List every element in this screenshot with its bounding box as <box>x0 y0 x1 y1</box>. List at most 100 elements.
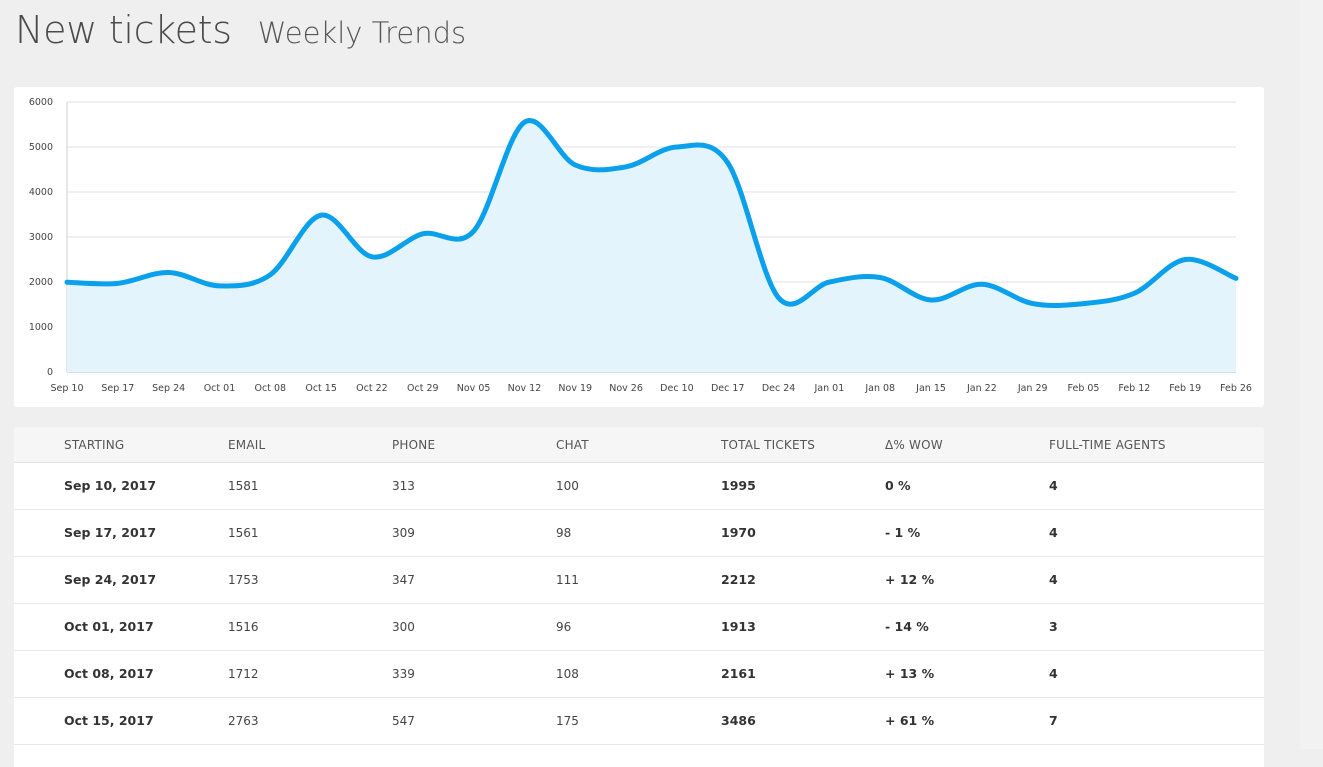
x-tick-label: Jan 29 <box>1017 383 1048 394</box>
data-point <box>217 284 221 288</box>
data-point <box>1132 291 1136 295</box>
x-tick-label: Dec 17 <box>711 383 745 394</box>
cell-phone: 313 <box>392 479 415 493</box>
column-header-starting[interactable]: STARTING <box>64 438 125 452</box>
cell-phone: 300 <box>392 620 415 634</box>
cell-total-tickets: 3486 <box>721 713 756 728</box>
page-subtitle: Weekly Trends <box>257 16 467 50</box>
cell-phone: 309 <box>392 526 415 540</box>
cell-wow-change: + 13 % <box>885 666 935 681</box>
x-tick-label: Dec 10 <box>660 383 694 394</box>
table-header-row: STARTING EMAIL PHONE CHAT TOTAL TICKETS … <box>14 427 1264 463</box>
table-row[interactable]: Sep 17, 2017 1561 309 98 1970 - 1 % 4 <box>14 510 1264 557</box>
data-point <box>573 163 577 167</box>
x-tick-label: Nov 19 <box>558 383 592 394</box>
cell-wow-change: - 14 % <box>885 619 929 634</box>
cell-wow-change: + 61 % <box>885 713 935 728</box>
data-point <box>65 280 69 284</box>
data-point <box>167 270 171 274</box>
cell-email: 1561 <box>228 526 259 540</box>
table-row[interactable]: Sep 10, 2017 1581 313 100 1995 0 % 4 <box>14 463 1264 510</box>
x-tick-label: Jan 15 <box>915 383 946 394</box>
cell-chat: 175 <box>556 714 579 728</box>
data-point <box>421 232 425 236</box>
cell-starting: Oct 01, 2017 <box>64 619 154 634</box>
cell-full-time-agents: 4 <box>1049 666 1058 681</box>
cell-starting: Oct 08, 2017 <box>64 666 154 681</box>
x-tick-label: Sep 10 <box>50 383 83 394</box>
x-tick-label: Sep 24 <box>152 383 185 394</box>
area-fill <box>67 120 1236 373</box>
x-tick-label: Nov 26 <box>609 383 643 394</box>
data-point <box>370 255 374 259</box>
cell-wow-change: - 1 % <box>885 525 921 540</box>
weekly-trend-chart: 0 1000 2000 3000 4000 5000 6000 Sep 10 Sep 17 Sep… <box>29 97 1252 394</box>
table-row[interactable]: Oct 15, 2017 2763 547 175 3486 + 61 % 7 <box>14 698 1264 745</box>
data-point <box>1183 258 1187 262</box>
y-tick-label: 0 <box>47 367 53 378</box>
x-tick-label: Oct 22 <box>356 383 388 394</box>
cell-chat: 111 <box>556 573 579 587</box>
data-point <box>472 229 476 233</box>
table-row[interactable]: Sep 24, 2017 1753 347 111 2212 + 12 % 4 <box>14 557 1264 604</box>
cell-email: 1581 <box>228 479 259 493</box>
table-row[interactable]: Oct 08, 2017 1712 339 108 2161 + 13 % 4 <box>14 651 1264 698</box>
cell-phone: 339 <box>392 667 415 681</box>
cell-phone: 347 <box>392 573 415 587</box>
cell-total-tickets: 1970 <box>721 525 756 540</box>
y-tick-label: 1000 <box>29 322 53 333</box>
column-header-total-tickets[interactable]: TOTAL TICKETS <box>721 438 816 452</box>
data-point <box>268 273 272 277</box>
cell-email: 1516 <box>228 620 259 634</box>
x-tick-label: Feb 19 <box>1169 383 1201 394</box>
x-tick-label: Jan 08 <box>864 383 895 394</box>
cell-starting: Sep 10, 2017 <box>64 478 157 493</box>
x-tick-label: Oct 29 <box>407 383 439 394</box>
cell-full-time-agents: 3 <box>1049 619 1058 634</box>
table-row[interactable]: Oct 01, 2017 1516 300 96 1913 - 14 % 3 <box>14 604 1264 651</box>
trend-chart-card: 0 1000 2000 3000 4000 5000 6000 Sep 10 Sep 17 Sep… <box>14 87 1264 407</box>
column-header-full-time-agents[interactable]: FULL-TIME AGENTS <box>1049 438 1166 452</box>
y-tick-label: 3000 <box>29 232 53 243</box>
column-header-email[interactable]: EMAIL <box>228 438 266 452</box>
data-point <box>1082 302 1086 306</box>
cell-starting: Sep 24, 2017 <box>64 572 157 587</box>
x-tick-label: Oct 01 <box>204 383 236 394</box>
data-point <box>116 281 120 285</box>
x-tick-label: Sep 17 <box>101 383 134 394</box>
cell-chat: 96 <box>556 620 572 634</box>
column-header-phone[interactable]: PHONE <box>392 438 436 452</box>
x-tick-label: Oct 08 <box>255 383 287 394</box>
y-tick-label: 6000 <box>29 97 53 108</box>
cell-full-time-agents: 4 <box>1049 572 1058 587</box>
x-tick-label: Feb 05 <box>1068 383 1100 394</box>
cell-email: 1753 <box>228 573 259 587</box>
cell-chat: 100 <box>556 479 579 493</box>
cell-starting: Sep 17, 2017 <box>64 525 157 540</box>
cell-total-tickets: 2161 <box>721 666 756 681</box>
column-header-wow-change[interactable]: Δ% WOW <box>885 438 943 452</box>
cell-full-time-agents: 7 <box>1049 713 1058 728</box>
cell-total-tickets: 2212 <box>721 572 756 587</box>
data-point <box>980 282 984 286</box>
cell-chat: 98 <box>556 526 572 540</box>
x-tick-label: Nov 05 <box>457 383 491 394</box>
data-point <box>726 161 730 165</box>
data-point <box>319 213 323 217</box>
data-point <box>827 280 831 284</box>
column-header-chat[interactable]: CHAT <box>556 438 589 452</box>
weekly-tickets-table: STARTING EMAIL PHONE CHAT TOTAL TICKETS … <box>14 427 1264 767</box>
x-tick-label: Feb 12 <box>1118 383 1150 394</box>
x-tick-label: Feb 26 <box>1220 383 1252 394</box>
cell-email: 1712 <box>228 667 259 681</box>
series-line <box>64 118 1239 308</box>
cell-total-tickets: 1913 <box>721 619 756 634</box>
cell-full-time-agents: 4 <box>1049 478 1058 493</box>
data-point <box>675 145 679 149</box>
page-scroll-gutter <box>1300 0 1323 749</box>
page-title: New tickets <box>15 8 232 52</box>
data-point <box>1234 276 1238 280</box>
cell-wow-change: 0 % <box>885 478 911 493</box>
data-point <box>929 298 933 302</box>
cell-email: 2763 <box>228 714 259 728</box>
